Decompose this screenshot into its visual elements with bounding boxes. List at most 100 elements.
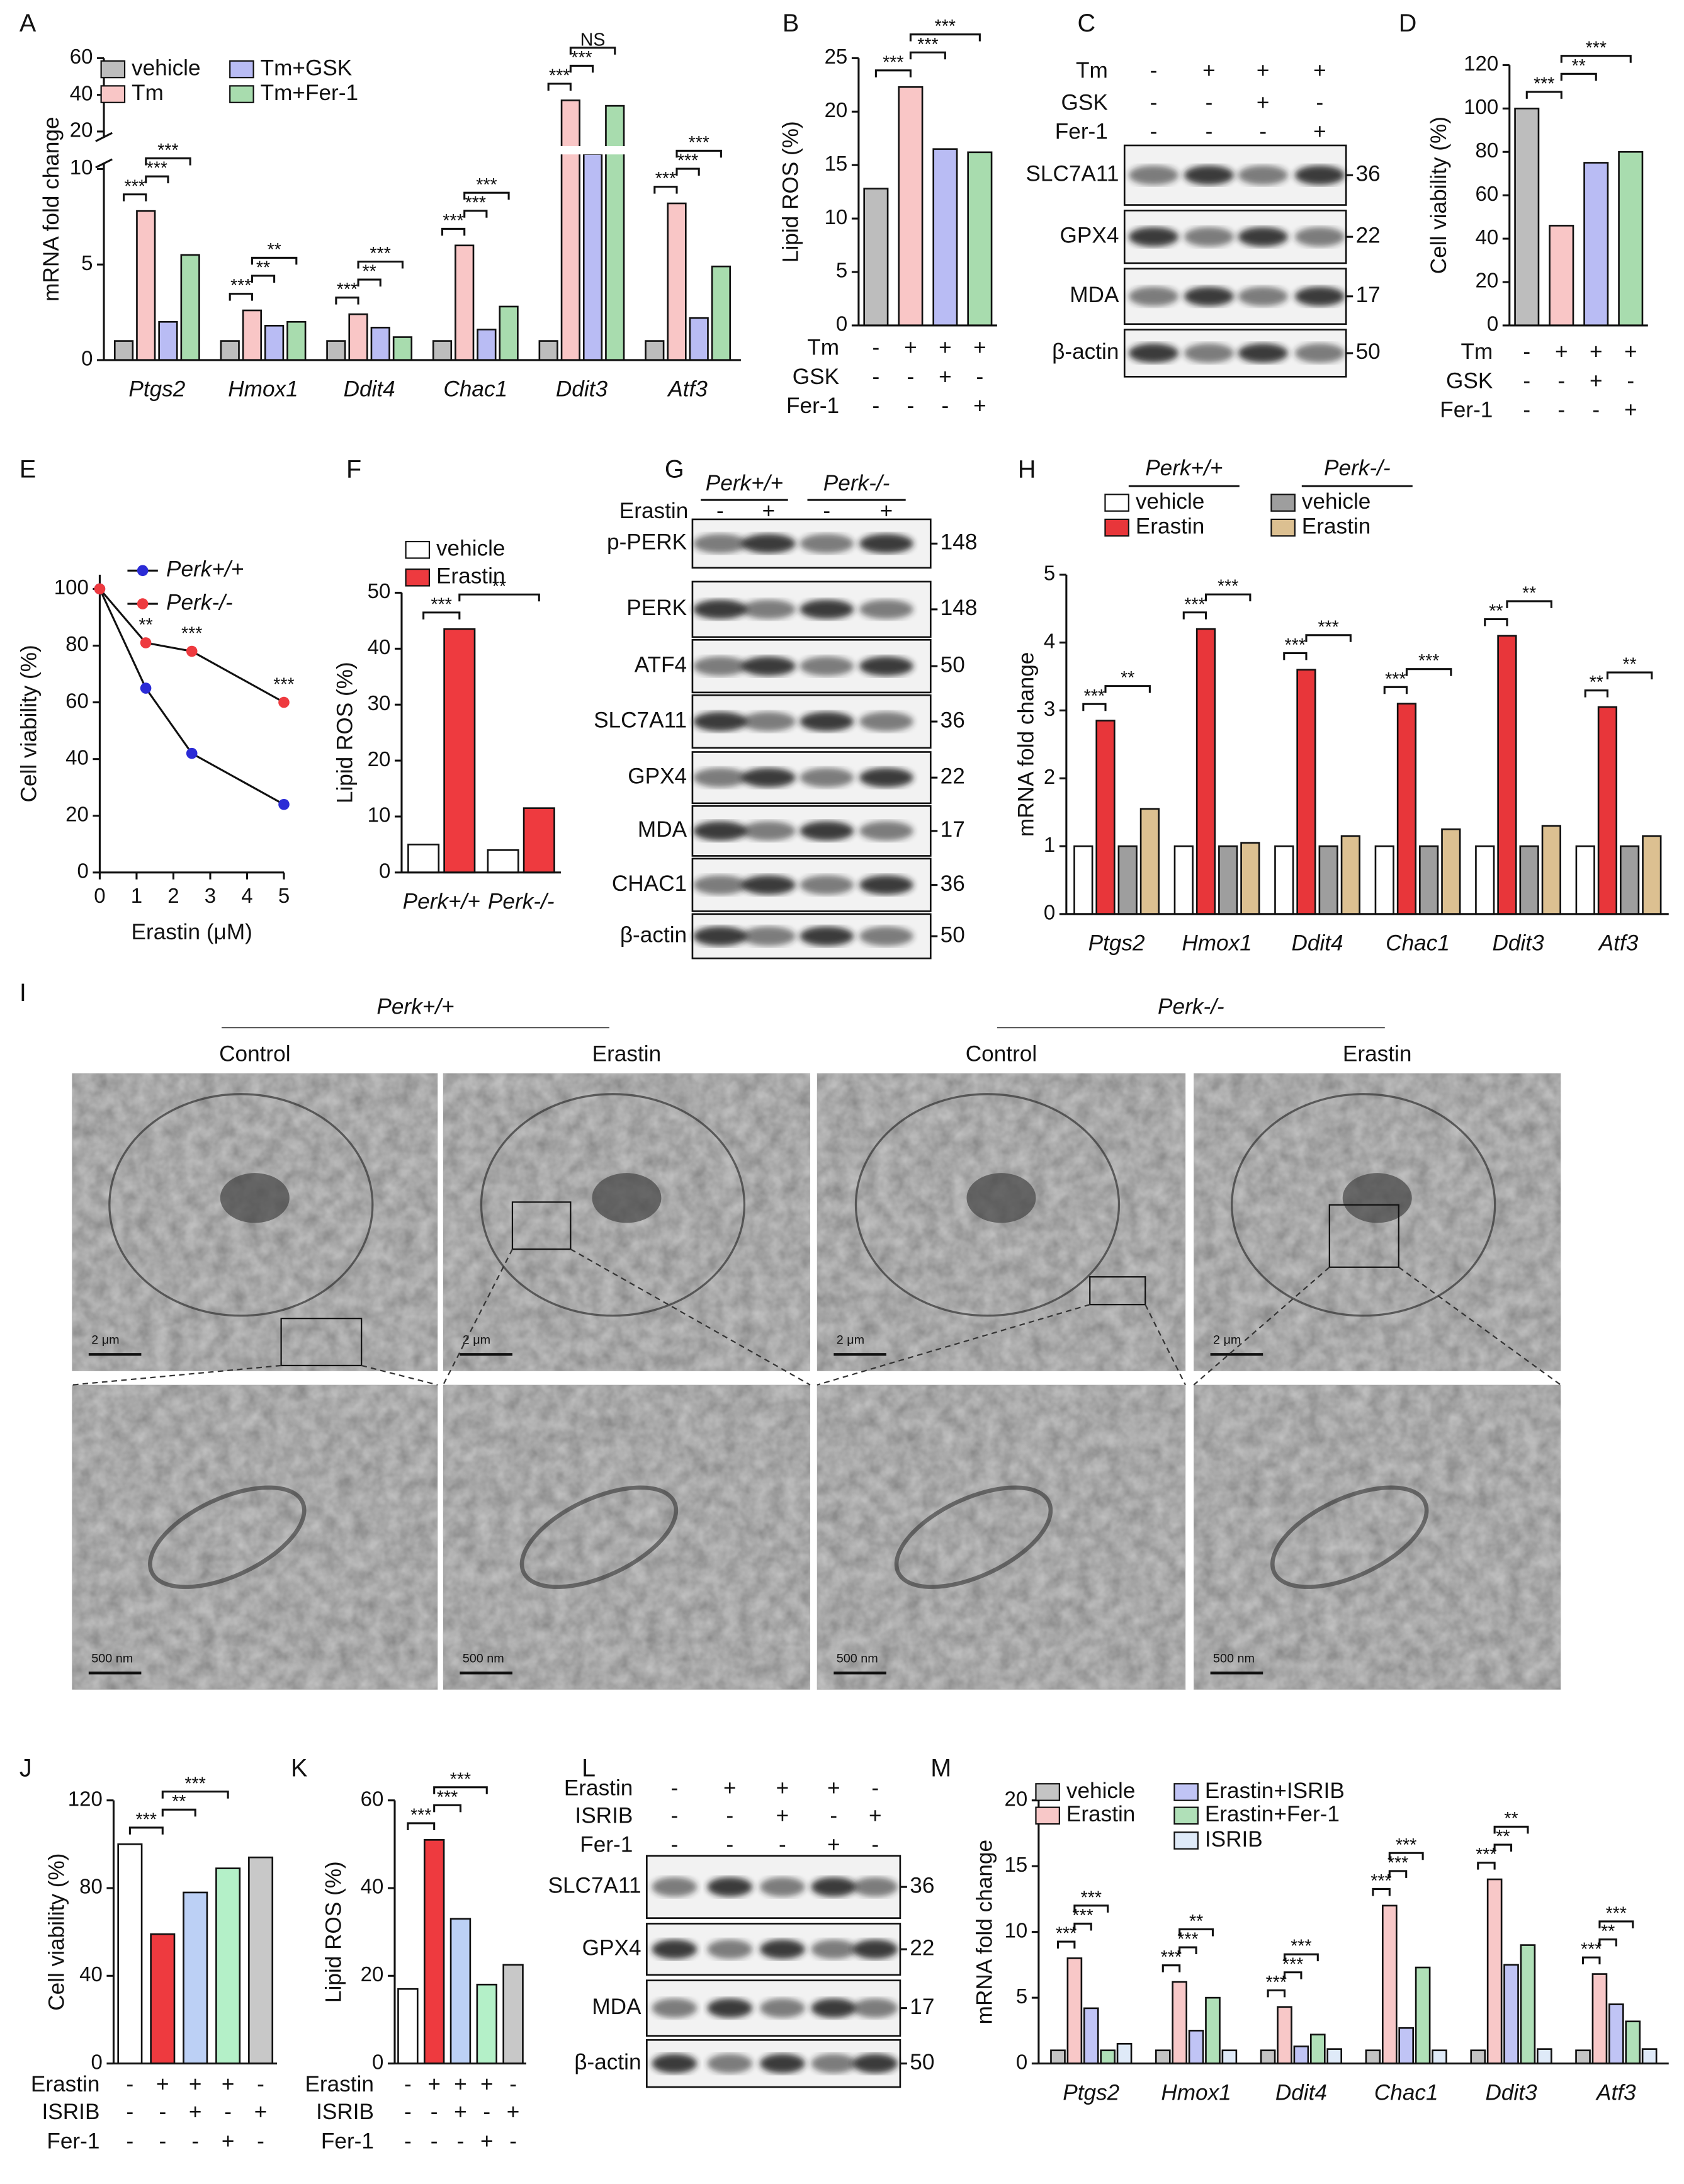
blot-band (1128, 286, 1179, 307)
significance-bracket (874, 69, 912, 77)
y-axis-label: mRNA fold change (973, 1840, 997, 2024)
y-tick-label: 60 (65, 689, 89, 712)
condition-value: + (827, 1775, 840, 1800)
legend-label: Perk-/- (166, 590, 233, 614)
micrograph (1194, 1384, 1561, 1690)
y-tick-label: 100 (54, 575, 89, 599)
significance-label: *** (431, 594, 452, 614)
significance-bracket (463, 191, 510, 200)
significance-label: *** (1534, 74, 1554, 94)
blot-band (652, 1998, 698, 2018)
zoom-box (280, 1318, 363, 1367)
blot-band (811, 2054, 857, 2074)
significance-bracket (1073, 1922, 1092, 1931)
condition-label: GSK (1061, 90, 1109, 115)
point (140, 637, 152, 648)
condition-value: + (222, 2072, 235, 2096)
band-label: MDA (638, 817, 687, 842)
bar (711, 265, 732, 361)
significance-label: ** (172, 1792, 186, 1812)
legend-label: vehicle (1066, 1779, 1136, 1803)
significance-label: *** (443, 211, 463, 231)
significance-label: *** (1161, 1947, 1182, 1967)
significance-label: *** (1081, 1887, 1102, 1908)
point (186, 747, 198, 759)
mw-label: 36 (910, 1873, 934, 1898)
condition-value: + (1202, 59, 1216, 83)
legend-label: ISRIB (1205, 1827, 1263, 1852)
x-tick-label: Ddit3 (556, 377, 608, 402)
mw-label: 17 (1356, 283, 1381, 307)
y-tick-label: 0 (379, 859, 390, 883)
condition-value: - (159, 2100, 166, 2124)
significance-bracket (909, 51, 946, 60)
significance-bracket (1104, 685, 1151, 693)
bar (423, 1839, 445, 2064)
x-tick-label: 4 (241, 884, 252, 907)
blot-band (760, 1939, 805, 1959)
condition-value: + (189, 2100, 202, 2124)
condition-value: + (480, 2129, 494, 2153)
group-label: Perk-/- (1158, 995, 1224, 1019)
condition-value: - (670, 1833, 678, 1857)
y-tick-label: 120 (68, 1787, 103, 1810)
significance-label: *** (689, 133, 709, 153)
significance-label: *** (124, 176, 145, 196)
condition-value: + (723, 1775, 737, 1800)
blot-band (1184, 343, 1235, 363)
condition-value: + (939, 336, 952, 360)
significance-label: *** (1396, 1835, 1416, 1855)
significance-bracket (229, 293, 253, 301)
condition-value: - (1150, 119, 1158, 144)
mw-label: 22 (910, 1935, 934, 1960)
bar (1642, 835, 1662, 915)
bar (645, 340, 665, 361)
significance-bracket (1283, 1953, 1319, 1962)
blot-band (652, 1877, 698, 1897)
mw-label: 36 (941, 708, 965, 732)
condition-value: - (457, 2129, 465, 2153)
bar (136, 210, 156, 361)
blot-band (742, 656, 796, 676)
x-tick-label: Chac1 (1386, 931, 1450, 956)
bar (1475, 845, 1495, 915)
y-tick-label: 5 (836, 259, 847, 282)
band-label: β-actin (574, 2050, 641, 2074)
blot-band (811, 1939, 857, 1959)
bar (1195, 628, 1216, 915)
bar (1095, 720, 1116, 915)
bar (1050, 2049, 1066, 2064)
significance-bracket (1477, 1862, 1496, 1870)
panel-letter: E (20, 455, 36, 483)
condition-label: Tm (1076, 59, 1108, 83)
significance-bracket (161, 1791, 229, 1799)
mw-label: 50 (941, 922, 965, 947)
x-tick-label: 1 (131, 884, 142, 907)
condition-value: + (762, 499, 776, 523)
blot-band (852, 1939, 898, 1959)
y-tick-label: 20 (70, 118, 93, 142)
bar (1274, 845, 1294, 915)
mw-label: 50 (910, 2050, 934, 2074)
band-label: MDA (1070, 283, 1119, 307)
x-tick-label: Atf3 (1595, 2080, 1636, 2105)
condition-value: + (454, 2072, 467, 2096)
blot-band (1238, 227, 1288, 247)
significance-label: *** (1387, 1853, 1408, 1873)
blot-band (707, 2054, 753, 2074)
significance-label: ** (1121, 668, 1134, 688)
band-label: GPX4 (1060, 223, 1119, 247)
significance-label: *** (571, 48, 592, 68)
bar (449, 1918, 472, 2064)
zoom-guide (1398, 1266, 1561, 1386)
y-tick-label: 20 (1005, 1787, 1028, 1810)
blot-band (1238, 165, 1288, 185)
panel-letter: A (20, 9, 37, 37)
bar (392, 336, 413, 361)
condition-value: - (873, 365, 880, 389)
blot-band (859, 534, 913, 553)
blot-band (800, 534, 854, 553)
y-tick-label: 0 (1487, 312, 1498, 336)
blot-band (811, 1998, 857, 2018)
blot-band (859, 926, 913, 946)
